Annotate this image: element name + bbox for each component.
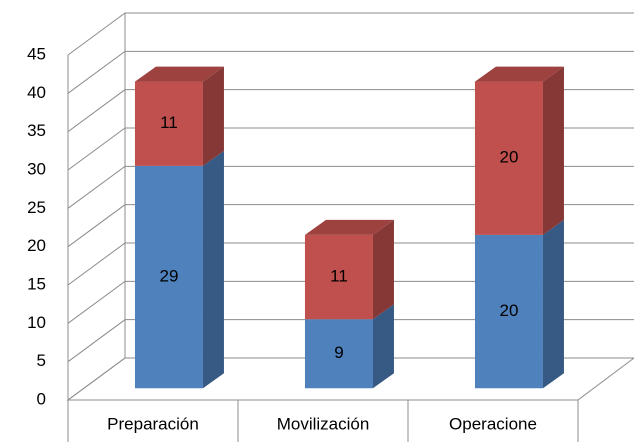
bar-front [304,319,373,389]
grid-line [67,242,634,286]
bar-segment [134,66,224,166]
bar-side [372,304,394,389]
bar-side [202,66,224,166]
data-label: 29 [159,267,178,286]
grid-line [67,357,634,401]
bar-side [202,150,224,389]
grid-line [67,165,634,209]
bar-top [304,219,394,235]
data-label: 20 [499,148,518,167]
bar-front [304,234,373,320]
bar-segment [304,219,394,320]
data-label: 9 [334,343,343,362]
grid-line [67,319,634,363]
x-tick-label: Preparación [107,414,199,433]
bar-front [134,81,203,166]
bar-segment [474,66,564,235]
x-tick-label: Operacione [449,414,537,433]
x-tick-label: Movilización [277,414,370,433]
grid-line [67,50,634,94]
bar-side [542,66,564,235]
bar-front [474,234,543,389]
y-tick-label: 40 [27,83,46,102]
y-tick-label: 15 [27,274,46,293]
bar-segment [304,304,394,389]
bar-side [372,219,394,320]
data-label: 20 [499,301,518,320]
bar-top [134,66,224,82]
data-label: 11 [160,113,178,132]
y-tick-label: 35 [27,121,46,140]
grid-line [67,89,634,133]
grid-line [67,12,634,56]
y-tick-label: 0 [37,389,46,408]
bar-segment [134,150,224,389]
bar-top [474,66,564,82]
y-tick-label: 10 [27,313,46,332]
y-tick-label: 25 [27,198,46,217]
grid-line [67,127,634,171]
bar-segment [474,219,564,389]
grid-line [67,204,634,248]
data-label: 11 [330,267,348,286]
bar-front [474,81,543,235]
y-tick-label: 45 [27,44,46,63]
y-tick-label: 30 [27,159,46,178]
bar-side [542,219,564,389]
grid-line [67,280,634,324]
bar-front [134,165,203,389]
y-tick-label: 20 [27,236,46,255]
y-tick-label: 5 [37,351,46,370]
